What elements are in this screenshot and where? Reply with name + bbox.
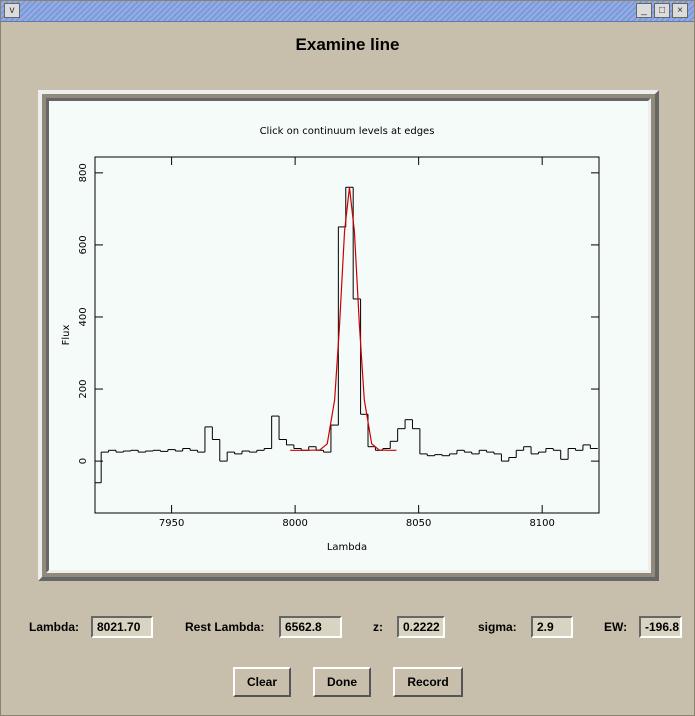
y-tick-label: 0 [78, 458, 89, 464]
x-tick-label: 7950 [159, 518, 184, 529]
y-axis-label: Flux [61, 325, 72, 346]
field-label: z: [373, 620, 383, 634]
field-label: sigma: [478, 620, 517, 634]
fit-line [290, 187, 397, 451]
menu-button[interactable]: v [4, 3, 20, 18]
title-bar: v _ □ × [1, 1, 694, 22]
field-label: Rest Lambda: [185, 620, 265, 634]
plot-area [94, 156, 600, 514]
maximize-button[interactable]: □ [654, 3, 670, 18]
x-tick-label: 8100 [529, 518, 554, 529]
field-value[interactable]: 6562.8 [279, 616, 342, 638]
y-tick-label: 800 [78, 163, 89, 182]
heading: Examine line [295, 35, 400, 54]
field-value[interactable]: 8021.70 [91, 616, 153, 638]
chart-title: Click on continuum levels at edges [260, 126, 435, 137]
field-value[interactable]: 0.2222 [397, 616, 445, 638]
y-tick-label: 400 [78, 307, 89, 326]
minimize-button[interactable]: _ [636, 3, 652, 18]
button[interactable]: Done [313, 667, 371, 697]
plot-canvas [46, 98, 651, 573]
field-label: Lambda: [29, 620, 80, 634]
field-value[interactable]: 2.9 [531, 616, 573, 638]
x-tick-label: 8000 [282, 518, 307, 529]
y-tick-label: 200 [78, 380, 89, 399]
field-label: EW: [604, 620, 628, 634]
button[interactable]: Clear [233, 667, 291, 697]
field-value[interactable]: -196.8 [639, 616, 682, 638]
y-tick-label: 600 [78, 235, 89, 254]
x-axis-label: Lambda [327, 542, 367, 553]
chart: Click on continuum levels at edges Lambda… [61, 126, 600, 553]
button[interactable]: Record [393, 667, 463, 697]
close-button[interactable]: × [672, 3, 688, 18]
x-tick-label: 8050 [406, 518, 431, 529]
